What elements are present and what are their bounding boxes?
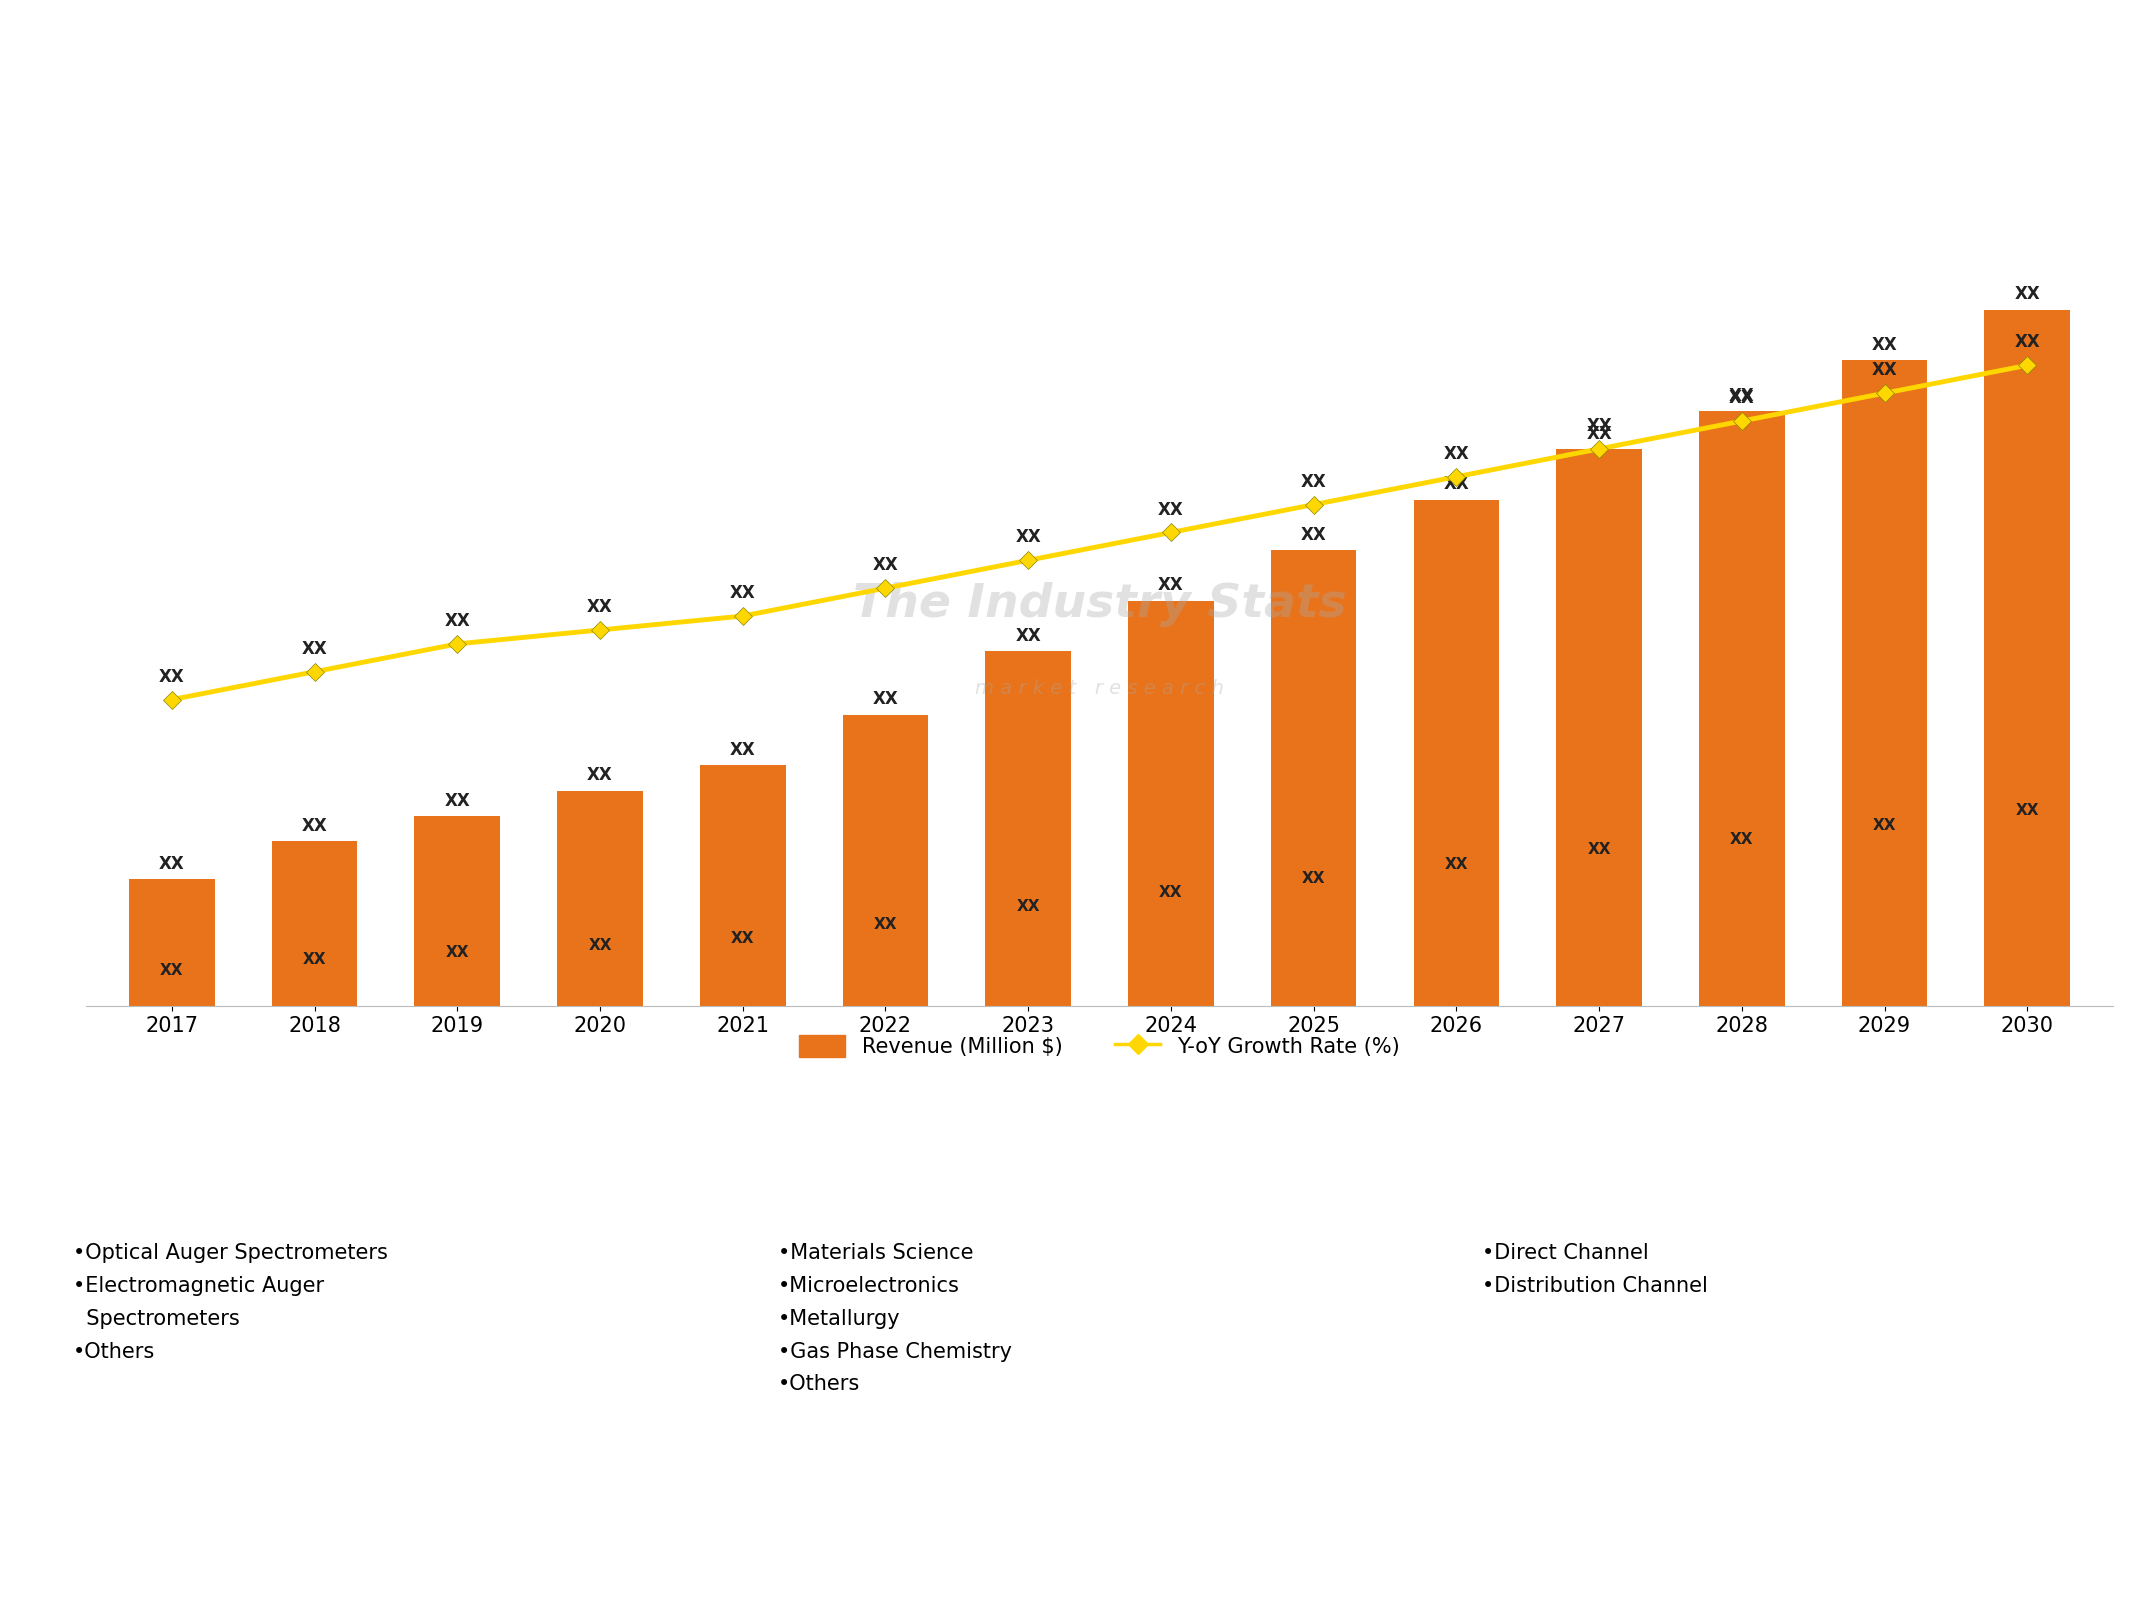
Text: XX: XX — [1871, 362, 1897, 379]
Text: XX: XX — [446, 945, 470, 961]
Bar — [272, 842, 358, 1006]
Text: XX: XX — [2016, 804, 2040, 818]
Text: XX: XX — [1729, 387, 1755, 405]
Text: Source: Theindustrystats Analysis: Source: Theindustrystats Analysis — [43, 1557, 388, 1576]
Bar — [1699, 411, 1785, 1006]
Text: XX: XX — [160, 667, 185, 686]
Text: Email: sales@theindustrystats.com: Email: sales@theindustrystats.com — [901, 1557, 1255, 1576]
Text: XX: XX — [302, 816, 328, 836]
Text: Fig. Global Auger Spectrometers Market Status and Outlook: Fig. Global Auger Spectrometers Market S… — [32, 103, 1067, 133]
Text: Sales Channels: Sales Channels — [1692, 1146, 1871, 1168]
Text: The Industry Stats: The Industry Stats — [854, 582, 1345, 627]
Text: XX: XX — [1445, 476, 1468, 493]
Bar — [556, 791, 642, 1006]
Text: XX: XX — [1871, 336, 1897, 354]
Text: XX: XX — [586, 598, 612, 615]
Text: XX: XX — [2014, 333, 2040, 352]
Bar — [414, 816, 500, 1006]
Text: XX: XX — [873, 556, 899, 574]
Bar — [1841, 360, 1927, 1006]
Text: XX: XX — [1158, 500, 1184, 519]
Text: XX: XX — [302, 953, 326, 967]
Bar — [1984, 310, 2070, 1006]
Text: XX: XX — [444, 792, 470, 810]
Text: XX: XX — [1300, 525, 1326, 543]
Text: •Optical Auger Spectrometers
•Electromagnetic Auger
  Spectrometers
•Others: •Optical Auger Spectrometers •Electromag… — [73, 1244, 388, 1361]
Bar — [985, 651, 1072, 1006]
Text: XX: XX — [1015, 627, 1041, 644]
Text: XX: XX — [1158, 577, 1184, 595]
Bar — [843, 715, 929, 1006]
Text: XX: XX — [1445, 857, 1468, 871]
Text: XX: XX — [731, 741, 755, 759]
Legend: Revenue (Million $), Y-oY Growth Rate (%): Revenue (Million $), Y-oY Growth Rate (%… — [791, 1027, 1408, 1065]
Text: •Direct Channel
•Distribution Channel: •Direct Channel •Distribution Channel — [1481, 1244, 1708, 1295]
Text: XX: XX — [873, 918, 897, 932]
Bar — [1414, 500, 1498, 1006]
Text: Product Types: Product Types — [291, 1146, 455, 1168]
Text: XX: XX — [1015, 900, 1039, 914]
Text: XX: XX — [1445, 445, 1468, 463]
Text: XX: XX — [160, 855, 185, 873]
Text: XX: XX — [1300, 472, 1326, 490]
Text: XX: XX — [1729, 832, 1753, 847]
Text: XX: XX — [589, 938, 612, 953]
Text: XX: XX — [1729, 389, 1755, 407]
Text: XX: XX — [1587, 424, 1613, 442]
Text: XX: XX — [1587, 842, 1611, 858]
Text: XX: XX — [1302, 871, 1326, 885]
Text: XX: XX — [302, 640, 328, 657]
Text: XX: XX — [160, 963, 183, 979]
Text: XX: XX — [731, 930, 755, 947]
Text: •Materials Science
•Microelectronics
•Metallurgy
•Gas Phase Chemistry
•Others: •Materials Science •Microelectronics •Me… — [778, 1244, 1011, 1395]
Text: XX: XX — [444, 612, 470, 630]
Text: Website: www.theindustrystats.com: Website: www.theindustrystats.com — [1744, 1557, 2113, 1576]
Bar — [1270, 550, 1356, 1006]
Text: XX: XX — [586, 767, 612, 784]
Text: XX: XX — [1587, 416, 1613, 435]
Text: XX: XX — [1874, 818, 1897, 832]
Text: XX: XX — [1015, 529, 1041, 546]
Text: m a r k e t   r e s e a r c h: m a r k e t r e s e a r c h — [975, 678, 1225, 697]
Text: XX: XX — [731, 583, 755, 603]
Text: XX: XX — [873, 691, 899, 709]
Text: XX: XX — [2014, 286, 2040, 304]
Text: XX: XX — [1160, 885, 1184, 900]
Bar — [1557, 448, 1643, 1006]
Text: Application: Application — [1011, 1146, 1145, 1168]
Bar — [701, 765, 785, 1006]
Bar — [129, 879, 216, 1006]
Bar — [1128, 601, 1214, 1006]
